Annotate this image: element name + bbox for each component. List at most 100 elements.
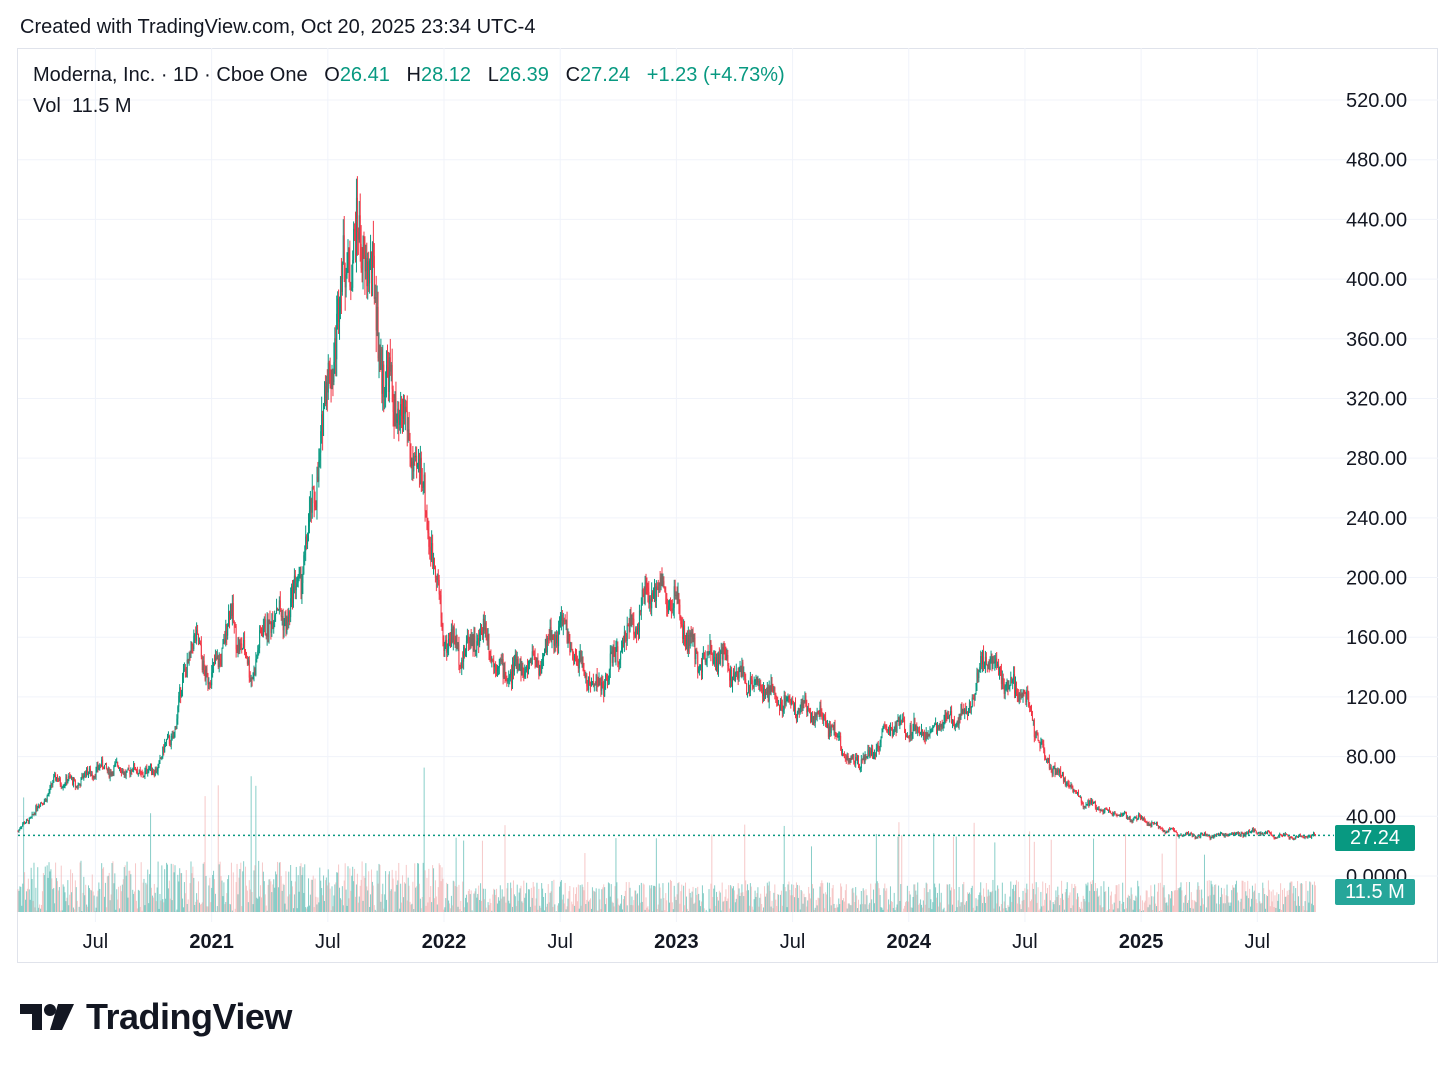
volume-bar xyxy=(720,910,722,912)
volume-bar xyxy=(1132,909,1134,912)
candle-body xyxy=(1007,681,1009,689)
volume-bar xyxy=(489,898,491,912)
candle-body xyxy=(905,735,907,738)
volume-bar xyxy=(1115,885,1117,912)
candle-body xyxy=(1148,823,1150,827)
y-tick-label: 520.00 xyxy=(1346,90,1407,112)
volume-bar xyxy=(653,885,655,912)
candle-body xyxy=(35,805,37,814)
volume-bar xyxy=(786,907,788,912)
candle-body xyxy=(702,652,704,657)
candle-body xyxy=(1024,692,1026,694)
volume-bar xyxy=(547,884,549,912)
candle-body xyxy=(158,760,160,765)
candle-body xyxy=(681,623,683,627)
candle-body xyxy=(858,767,860,769)
tradingview-brand[interactable]: TradingView xyxy=(20,996,292,1038)
candle-body xyxy=(1314,834,1316,836)
candle-body xyxy=(286,617,288,633)
volume-bar xyxy=(162,899,164,912)
candle-body xyxy=(794,703,796,711)
candle-body xyxy=(862,756,864,760)
volume-bar xyxy=(327,869,329,912)
candle-body xyxy=(69,775,71,777)
volume-bar xyxy=(1083,898,1085,912)
candle-body xyxy=(819,705,821,716)
volume-bar xyxy=(789,889,791,912)
candle-body xyxy=(757,681,759,683)
volume-bar xyxy=(991,891,993,912)
volume-bar xyxy=(1282,889,1284,912)
volume-bar xyxy=(969,894,971,912)
candle-body xyxy=(235,626,237,650)
candle-body xyxy=(445,639,447,647)
candle-body xyxy=(1210,837,1212,839)
candle-body xyxy=(847,755,849,763)
candle-body xyxy=(963,709,965,714)
candle-body xyxy=(340,276,342,292)
candle-body xyxy=(623,631,625,644)
candle-body xyxy=(495,664,497,671)
volume-bar xyxy=(417,863,419,912)
volume-bar xyxy=(808,886,810,912)
candle-body xyxy=(110,772,112,776)
candle-body xyxy=(47,794,49,796)
volume-bar xyxy=(830,905,832,912)
candle-body xyxy=(563,619,565,621)
volume-bar xyxy=(967,893,969,912)
volume-bar xyxy=(460,900,462,912)
volume-bar xyxy=(554,904,556,912)
volume-bar xyxy=(165,898,167,912)
volume-bar xyxy=(689,892,691,912)
volume-bar xyxy=(590,908,592,912)
volume-bar xyxy=(1196,889,1198,912)
candle-body xyxy=(402,416,404,419)
volume-bar xyxy=(775,899,777,912)
candle-body xyxy=(1047,757,1049,762)
candle-body xyxy=(925,732,927,741)
volume-bar xyxy=(1303,910,1305,912)
volume-bar xyxy=(267,884,269,912)
candle-body xyxy=(622,642,624,644)
candle-body xyxy=(792,700,794,705)
candle-body xyxy=(468,642,470,644)
volume-bar xyxy=(814,907,816,912)
candle-body xyxy=(208,683,210,685)
candle-body xyxy=(447,649,449,653)
volume-bar xyxy=(347,866,349,912)
volume-bar xyxy=(1129,898,1131,912)
volume-bar xyxy=(730,885,732,912)
candle-body xyxy=(779,702,781,711)
candle-body xyxy=(325,382,327,404)
candle-body xyxy=(1104,807,1106,812)
volume-bar xyxy=(678,881,680,912)
volume-bar xyxy=(1024,888,1026,912)
candle-body xyxy=(800,702,802,710)
volume-bar xyxy=(205,875,207,912)
volume-bar xyxy=(806,906,808,912)
candle-body xyxy=(1300,835,1302,837)
candle-body xyxy=(357,232,359,240)
candle-body xyxy=(1217,833,1219,835)
volume-bar xyxy=(1114,894,1116,912)
candle-body xyxy=(1085,804,1087,807)
candle-body xyxy=(528,664,530,674)
candle-body xyxy=(480,631,482,633)
volume-bar xyxy=(362,900,364,912)
volume-bar xyxy=(921,907,923,912)
candle-body xyxy=(653,587,655,592)
volume-bar xyxy=(697,886,699,912)
candle-body xyxy=(880,736,882,743)
candle-body xyxy=(697,652,699,673)
volume-bar xyxy=(422,862,424,912)
candle-body xyxy=(1030,708,1032,716)
candle-body xyxy=(978,669,980,679)
candle-body xyxy=(1015,682,1017,694)
volume-bar xyxy=(366,886,368,912)
candle-body xyxy=(1164,830,1166,833)
volume-bar xyxy=(1011,902,1013,912)
volume-bar xyxy=(1195,902,1197,912)
candle-body xyxy=(1015,682,1017,695)
candle-body xyxy=(713,658,715,664)
